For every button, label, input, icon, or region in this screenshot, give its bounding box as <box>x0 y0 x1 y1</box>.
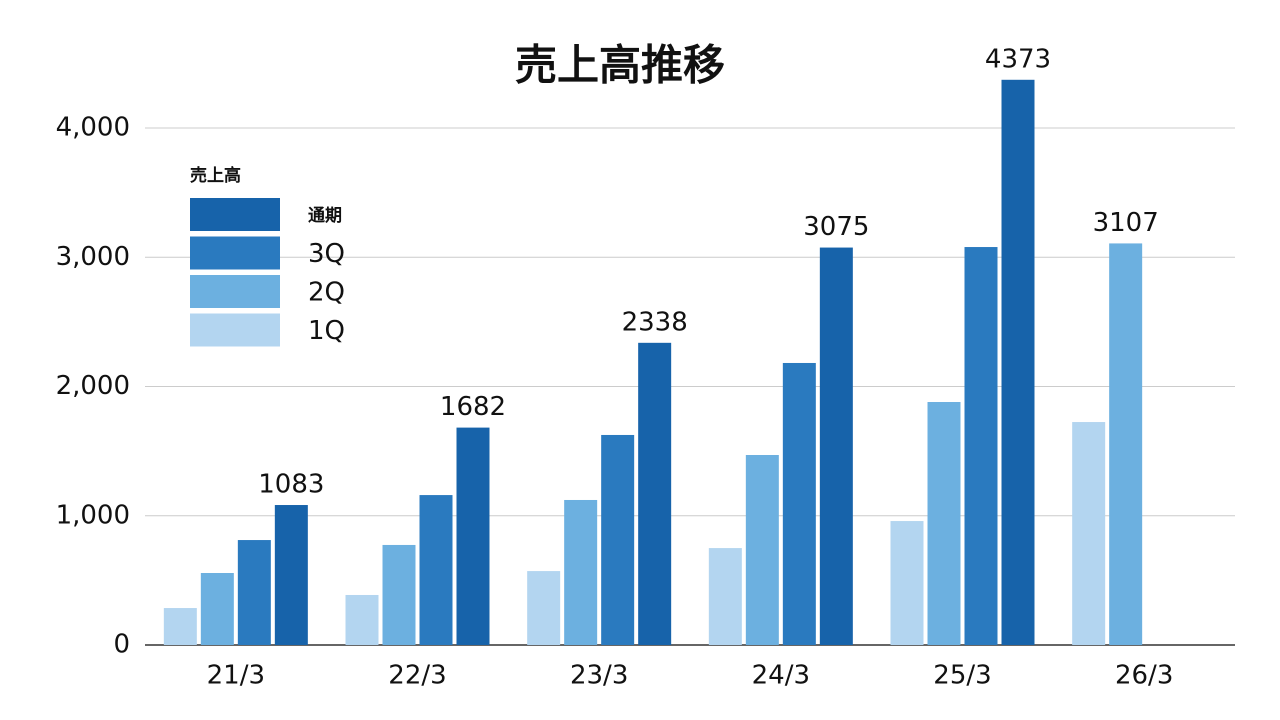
bar <box>345 594 379 645</box>
bar <box>1109 243 1143 646</box>
y-tick-label: 0 <box>113 630 130 660</box>
data-label: 1682 <box>440 392 506 422</box>
x-tick-label: 21/3 <box>207 661 265 691</box>
bar <box>527 571 561 645</box>
bar <box>419 495 453 645</box>
x-tick-label: 26/3 <box>1115 661 1173 691</box>
bar <box>382 544 416 645</box>
legend-swatch <box>190 236 280 270</box>
legend-label: 通期 <box>308 206 342 226</box>
bar <box>890 521 924 645</box>
legend-label: 2Q <box>308 278 345 308</box>
bar <box>237 540 271 645</box>
bar <box>1001 79 1035 646</box>
bar <box>564 499 598 645</box>
chart-title: 売上高推移 <box>515 41 725 90</box>
y-tick-label: 3,000 <box>56 242 130 272</box>
bar <box>819 247 853 645</box>
x-tick-label: 24/3 <box>752 661 810 691</box>
data-label: 2338 <box>622 307 688 337</box>
bar <box>274 505 308 645</box>
legend-label: 1Q <box>308 316 345 346</box>
x-tick-label: 22/3 <box>388 661 446 691</box>
data-label: 1083 <box>258 470 324 500</box>
data-label: 4373 <box>985 44 1051 74</box>
bar <box>601 434 635 645</box>
y-tick-label: 4,000 <box>56 113 130 143</box>
bar <box>200 573 234 645</box>
legend-swatch <box>190 275 280 308</box>
legend-label: 3Q <box>308 239 345 269</box>
y-tick-label: 2,000 <box>56 371 130 401</box>
data-label: 3075 <box>803 212 869 242</box>
bar <box>927 402 961 645</box>
legend-swatch <box>190 198 280 231</box>
x-tick-label: 25/3 <box>933 661 991 691</box>
x-tick-label: 23/3 <box>570 661 628 691</box>
y-tick-label: 1,000 <box>56 500 130 530</box>
bar <box>1072 422 1106 645</box>
data-label: 3107 <box>1093 208 1159 238</box>
legend-swatch <box>190 313 280 347</box>
bar <box>708 548 742 645</box>
legend-title: 売上高 <box>190 165 241 186</box>
bar <box>163 608 197 645</box>
bar <box>782 362 816 645</box>
bar <box>456 427 490 645</box>
bar <box>745 455 779 645</box>
bar <box>964 247 998 645</box>
bar <box>638 342 672 645</box>
